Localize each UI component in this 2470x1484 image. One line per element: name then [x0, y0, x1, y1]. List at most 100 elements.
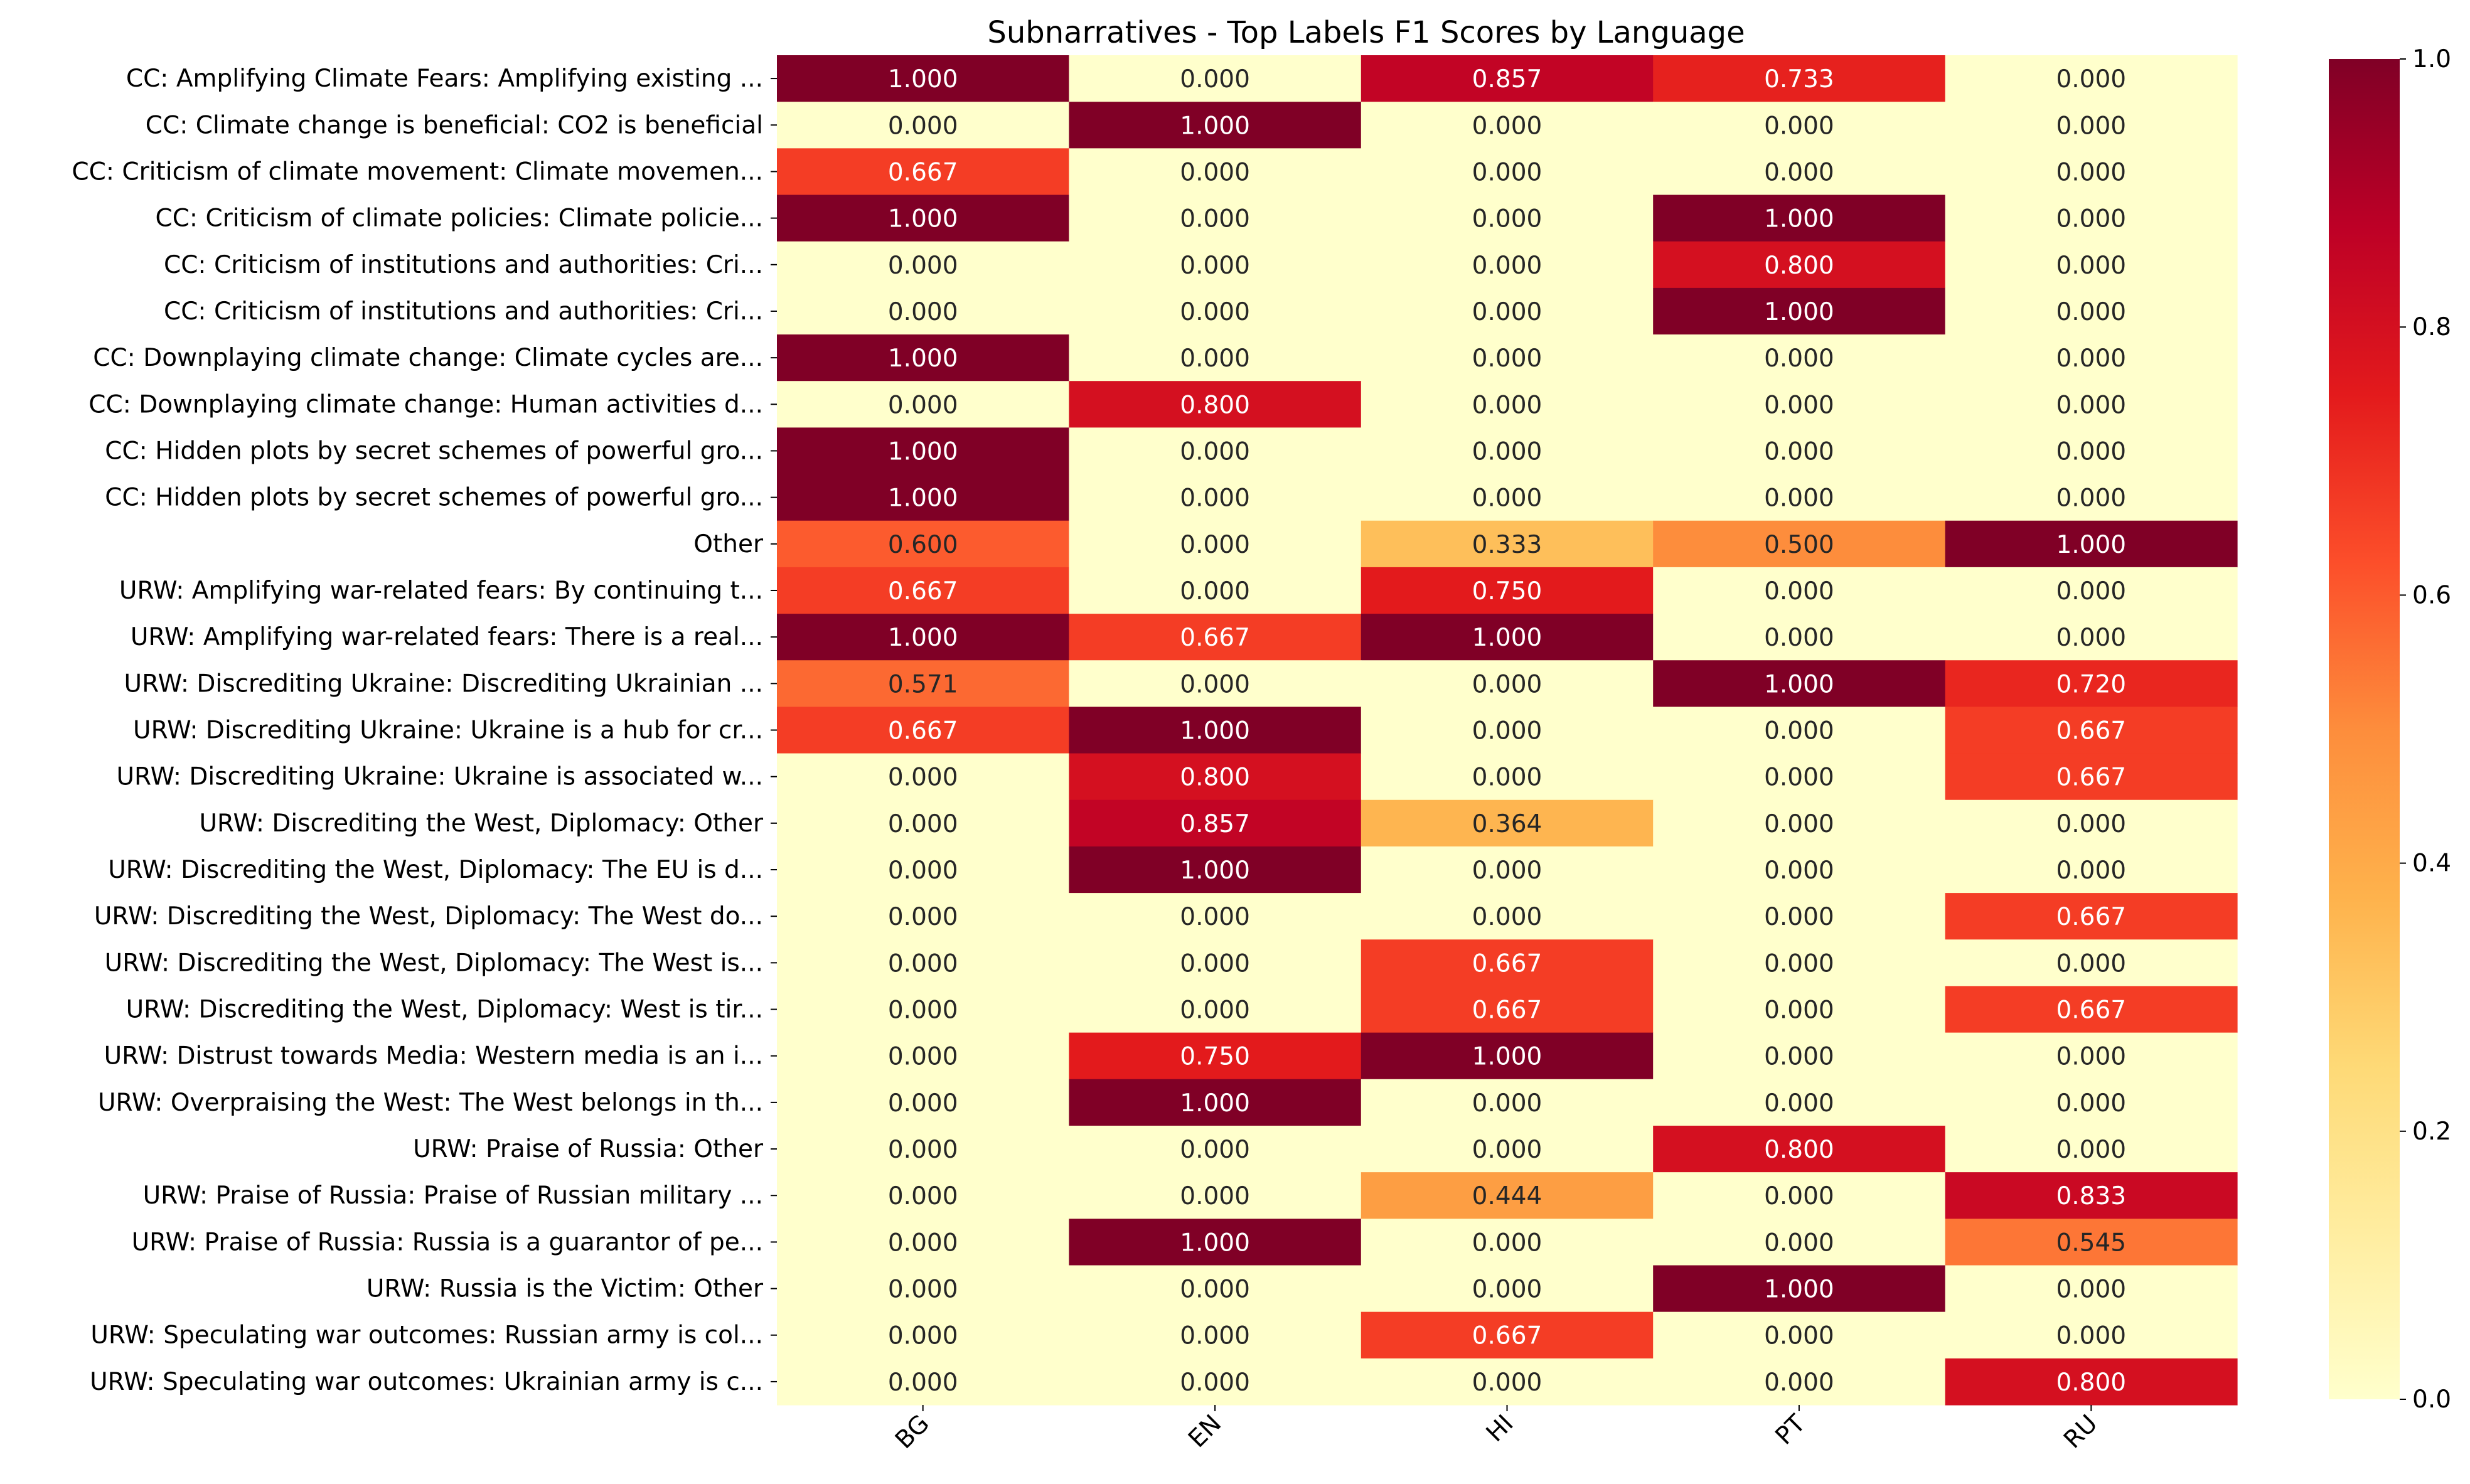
row-label: URW: Discrediting Ukraine: Ukraine is as… [117, 763, 764, 791]
cell-value-label: 0.000 [1180, 1182, 1250, 1210]
heatmap-cell [1653, 1311, 1946, 1359]
heatmap-cell [1653, 1172, 1946, 1219]
heatmap-cell [1361, 334, 1654, 382]
heatmap-cell [1361, 1172, 1654, 1219]
row-label: URW: Discrediting the West, Diplomacy: T… [105, 949, 763, 977]
heatmap-cell [777, 195, 1069, 242]
cell-value-label: 0.000 [2056, 810, 2126, 838]
cell-value-label: 0.000 [1472, 252, 1542, 280]
heatmap-cell [1069, 241, 1362, 289]
cell-value-label: 0.000 [1764, 1182, 1834, 1210]
heatmap-cell [1653, 753, 1946, 801]
colorbar-tick-label: 0.8 [2412, 313, 2451, 341]
cell-value-label: 0.000 [1180, 1136, 1250, 1164]
heatmap-cell [1653, 381, 1946, 428]
cell-value-label: 0.000 [888, 1136, 958, 1164]
heatmap-cell [1361, 1125, 1654, 1173]
heatmap-cell [1361, 1032, 1654, 1080]
heatmap-cell [1653, 614, 1946, 661]
heatmap-cell [1653, 474, 1946, 521]
colorbar-ticks: 0.0 0.2 0.4 0.6 0.8 1.0 [2400, 45, 2451, 1414]
cell-value-label: 0.000 [888, 1043, 958, 1071]
heatmap-cell [1653, 1032, 1946, 1080]
heatmap-cell [1653, 660, 1946, 708]
cell-value-label: 0.667 [1472, 949, 1542, 978]
cell-value-label: 0.000 [888, 949, 958, 978]
cell-value-label: 1.000 [888, 624, 958, 652]
row-label: URW: Speculating war outcomes: Ukrainian… [90, 1368, 763, 1396]
cell-value-label: 0.000 [2056, 391, 2126, 419]
heatmap-cell [777, 334, 1069, 382]
cell-value-label: 0.000 [1472, 205, 1542, 233]
heatmap-cell [1069, 1032, 1362, 1080]
cell-value-label: 0.000 [1764, 1369, 1834, 1397]
cell-value-label: 0.000 [1180, 1276, 1250, 1304]
heatmap-cell [1945, 102, 2238, 149]
cell-value-label: 0.000 [2056, 158, 2126, 186]
cell-value-label: 0.667 [888, 577, 958, 606]
heatmap-cell [1653, 427, 1946, 475]
cell-value-label: 0.000 [1472, 298, 1542, 326]
cell-value-label: 1.000 [888, 205, 958, 233]
cell-value-label: 0.000 [2056, 624, 2126, 652]
heatmap-cell [1069, 287, 1362, 335]
row-label: URW: Discrediting the West, Diplomacy: O… [199, 809, 763, 838]
cell-value-label: 0.000 [2056, 1043, 2126, 1071]
chart-title: Subnarratives - Top Labels F1 Scores by … [987, 15, 1745, 50]
cell-value-label: 0.000 [1472, 484, 1542, 513]
heatmap-cell [1653, 520, 1946, 568]
cell-value-label: 0.000 [1764, 1229, 1834, 1257]
cell-value-label: 0.000 [1180, 1369, 1250, 1397]
heatmap-cell [777, 1358, 1069, 1406]
cell-value-label: 0.667 [888, 158, 958, 186]
cell-value-label: 0.000 [1764, 1043, 1834, 1071]
heatmap-cell [1653, 986, 1946, 1033]
cell-value-label: 0.667 [1472, 996, 1542, 1025]
row-label: URW: Speculating war outcomes: Russian a… [90, 1321, 763, 1350]
cell-value-label: 0.800 [1180, 764, 1250, 792]
heatmap-cell [1945, 1172, 2238, 1219]
heatmap-cell [1945, 520, 2238, 568]
colorbar-tick-label: 0.2 [2412, 1118, 2451, 1146]
cell-value-label: 0.000 [2056, 1276, 2126, 1304]
heatmap-cell [1361, 799, 1654, 847]
cell-value-label: 0.800 [2056, 1369, 2126, 1397]
heatmap-cell [1361, 148, 1654, 196]
row-label: URW: Russia is the Victim: Other [366, 1275, 764, 1303]
cell-value-label: 0.000 [1180, 949, 1250, 978]
cell-value-label: 0.000 [888, 1229, 958, 1257]
heatmap-cell [1945, 1358, 2238, 1406]
row-label: CC: Hidden plots by secret schemes of po… [105, 484, 763, 512]
cell-value-label: 0.000 [2056, 1089, 2126, 1118]
heatmap-cell [1361, 707, 1654, 754]
heatmap-cell [777, 287, 1069, 335]
colorbar-tick-label: 0.4 [2412, 850, 2451, 878]
heatmap-cell [1361, 195, 1654, 242]
cell-value-label: 0.800 [1764, 1136, 1834, 1164]
heatmap-cell [1069, 195, 1362, 242]
cell-value-label: 1.000 [2056, 531, 2126, 559]
heatmap-cell [1653, 846, 1946, 894]
cell-value-label: 0.000 [1180, 437, 1250, 466]
row-label: URW: Distrust towards Media: Western med… [104, 1042, 763, 1070]
colorbar-tick-label: 1.0 [2412, 45, 2451, 73]
cell-value-label: 0.000 [1180, 298, 1250, 326]
cell-value-label: 0.000 [1764, 857, 1834, 885]
row-label: CC: Downplaying climate change: Human ac… [88, 390, 763, 419]
column-label: PT [1770, 1409, 1811, 1450]
cell-value-label: 0.000 [1472, 158, 1542, 186]
cell-value-label: 0.000 [888, 298, 958, 326]
cell-value-label: 0.000 [2056, 1136, 2126, 1164]
cell-value-label: 0.000 [2056, 252, 2126, 280]
heatmap-cell [1361, 520, 1654, 568]
cell-value-label: 0.000 [1472, 1229, 1542, 1257]
heatmap-cell [1069, 1358, 1362, 1406]
cell-value-label: 1.000 [1472, 1043, 1542, 1071]
heatmap-cell [1945, 799, 2238, 847]
heatmap-cell [777, 567, 1069, 614]
heatmap-cell [777, 148, 1069, 196]
cell-value-label: 0.000 [1764, 577, 1834, 606]
cell-value-label: 1.000 [1472, 624, 1542, 652]
heatmap-cell [1361, 939, 1654, 987]
row-label: URW: Praise of Russia: Russia is a guara… [132, 1228, 763, 1256]
